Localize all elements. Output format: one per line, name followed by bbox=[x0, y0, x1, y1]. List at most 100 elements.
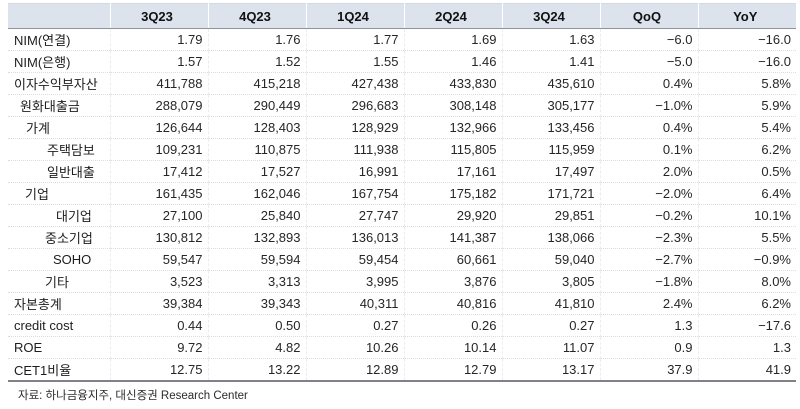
table-cell: 1.76 bbox=[207, 28, 306, 51]
table-cell: 6.2% bbox=[697, 138, 796, 161]
table-cell: 40,816 bbox=[403, 292, 502, 315]
table-cell: 171,721 bbox=[501, 182, 600, 205]
table-cell: 27,100 bbox=[109, 204, 208, 227]
table-cell: 1.52 bbox=[207, 50, 306, 73]
row-label: 주택담보 bbox=[8, 138, 110, 161]
table-cell: 161,435 bbox=[109, 182, 208, 205]
table-cell: 5.4% bbox=[697, 116, 796, 139]
source-note: 자료: 하나금융지주, 대신증권 Research Center bbox=[18, 390, 248, 402]
table-cell: 5.9% bbox=[697, 94, 796, 117]
table-cell: 3,876 bbox=[403, 270, 502, 293]
table-cell: 1.46 bbox=[403, 50, 502, 73]
table-cell: 288,079 bbox=[109, 94, 208, 117]
table-cell: 415,218 bbox=[207, 72, 306, 95]
row-label: 중소기업 bbox=[8, 226, 110, 249]
table-cell: 128,929 bbox=[305, 116, 404, 139]
table-cell: 6.4% bbox=[697, 182, 796, 205]
table-cell: 5.8% bbox=[697, 72, 796, 95]
table-cell: 162,046 bbox=[207, 182, 306, 205]
table-cell: 4.82 bbox=[207, 336, 306, 359]
table-cell: 296,683 bbox=[305, 94, 404, 117]
table-cell: 115,805 bbox=[403, 138, 502, 161]
table-cell: 109,231 bbox=[109, 138, 208, 161]
table-cell: −17.6 bbox=[697, 314, 796, 337]
column-header: 3Q24 bbox=[501, 3, 600, 29]
table-row: NIM(연결) 1.79 1.76 1.77 1.69 1.63 −6.0 −16.0 bbox=[8, 28, 796, 51]
table-cell: 13.17 bbox=[501, 358, 600, 382]
row-label: 원화대출금 bbox=[8, 94, 110, 117]
table-row: SOHO 59,547 59,594 59,454 60,661 59,040 −2.7% −… bbox=[8, 248, 796, 271]
table-cell: 0.26 bbox=[403, 314, 502, 337]
column-header: 2Q24 bbox=[403, 3, 502, 29]
table-cell: 1.69 bbox=[403, 28, 502, 51]
table-cell: 132,966 bbox=[403, 116, 502, 139]
table-cell: 110,875 bbox=[207, 138, 306, 161]
table-cell: 115,959 bbox=[501, 138, 600, 161]
row-label: NIM(은행) bbox=[8, 50, 110, 73]
table-cell: 290,449 bbox=[207, 94, 306, 117]
table-row: 가계 126,644 128,403 128,929 132,966 133,456 0.4… bbox=[8, 116, 796, 139]
table-cell: 0.4% bbox=[599, 116, 698, 139]
row-label: CET1비율 bbox=[8, 358, 110, 382]
table-cell: 136,013 bbox=[305, 226, 404, 249]
table-cell: 435,610 bbox=[501, 72, 600, 95]
table-cell: 59,547 bbox=[109, 248, 208, 271]
column-header: 1Q24 bbox=[305, 3, 404, 29]
table-row: 자본총계 39,384 39,343 40,311 40,816 41,810 2.4% 6.… bbox=[8, 292, 796, 315]
table-cell: 59,040 bbox=[501, 248, 600, 271]
table-cell: 1.55 bbox=[305, 50, 404, 73]
table-cell: −5.0 bbox=[599, 50, 698, 73]
table-cell: 29,851 bbox=[501, 204, 600, 227]
table-cell: 132,893 bbox=[207, 226, 306, 249]
table-cell: 130,812 bbox=[109, 226, 208, 249]
row-label: 기타 bbox=[8, 270, 110, 293]
column-header-empty bbox=[8, 3, 110, 29]
column-header: QoQ bbox=[599, 3, 698, 29]
financial-table-container: 3Q23 4Q23 1Q24 2Q24 3Q24 QoQ YoY NIM(연결) 1.79 1.… bbox=[8, 3, 796, 403]
table-cell: 433,830 bbox=[403, 72, 502, 95]
table-cell: 305,177 bbox=[501, 94, 600, 117]
table-cell: 3,523 bbox=[109, 270, 208, 293]
column-header: 3Q23 bbox=[109, 3, 208, 29]
table-cell: 59,594 bbox=[207, 248, 306, 271]
table-cell: 175,182 bbox=[403, 182, 502, 205]
table-cell: −1.8% bbox=[599, 270, 698, 293]
table-cell: 11.07 bbox=[501, 336, 600, 359]
table-cell: 9.72 bbox=[109, 336, 208, 359]
table-cell: 8.0% bbox=[697, 270, 796, 293]
table-cell: −16.0 bbox=[697, 28, 796, 51]
table-cell: 41,810 bbox=[501, 292, 600, 315]
table-cell: 27,747 bbox=[305, 204, 404, 227]
table-cell: 6.2% bbox=[697, 292, 796, 315]
table-cell: −2.7% bbox=[599, 248, 698, 271]
table-cell: −1.0% bbox=[599, 94, 698, 117]
table-cell: 3,995 bbox=[305, 270, 404, 293]
table-cell: 128,403 bbox=[207, 116, 306, 139]
table-cell: −0.2% bbox=[599, 204, 698, 227]
table-header-row: 3Q23 4Q23 1Q24 2Q24 3Q24 QoQ YoY bbox=[8, 3, 796, 29]
table-cell: 1.79 bbox=[109, 28, 208, 51]
table-cell: 3,313 bbox=[207, 270, 306, 293]
table-cell: 25,840 bbox=[207, 204, 306, 227]
table-cell: 1.77 bbox=[305, 28, 404, 51]
table-cell: −6.0 bbox=[599, 28, 698, 51]
table-cell: 126,644 bbox=[109, 116, 208, 139]
table-cell: 0.50 bbox=[207, 314, 306, 337]
row-label: 대기업 bbox=[8, 204, 110, 227]
table-row: CET1비율 12.75 13.22 12.89 12.79 13.17 37.9 41.9 bbox=[8, 358, 796, 382]
table-cell: 0.27 bbox=[305, 314, 404, 337]
table-cell: 0.1% bbox=[599, 138, 698, 161]
table-cell: 40,311 bbox=[305, 292, 404, 315]
table-row: 대기업 27,100 25,840 27,747 29,920 29,851 −0.2% 10… bbox=[8, 204, 796, 227]
row-label: 자본총계 bbox=[8, 292, 110, 315]
table-cell: −2.3% bbox=[599, 226, 698, 249]
table-cell: 2.4% bbox=[599, 292, 698, 315]
table-row: 기업 161,435 162,046 167,754 175,182 171,721 −2.… bbox=[8, 182, 796, 205]
row-label: 가계 bbox=[8, 116, 110, 139]
table-cell: 133,456 bbox=[501, 116, 600, 139]
table-cell: 29,920 bbox=[403, 204, 502, 227]
table-cell: 39,343 bbox=[207, 292, 306, 315]
table-cell: 17,527 bbox=[207, 160, 306, 183]
table-row: credit cost 0.44 0.50 0.27 0.26 0.27 1.3 −17.6 bbox=[8, 314, 796, 337]
table-cell: 0.4% bbox=[599, 72, 698, 95]
